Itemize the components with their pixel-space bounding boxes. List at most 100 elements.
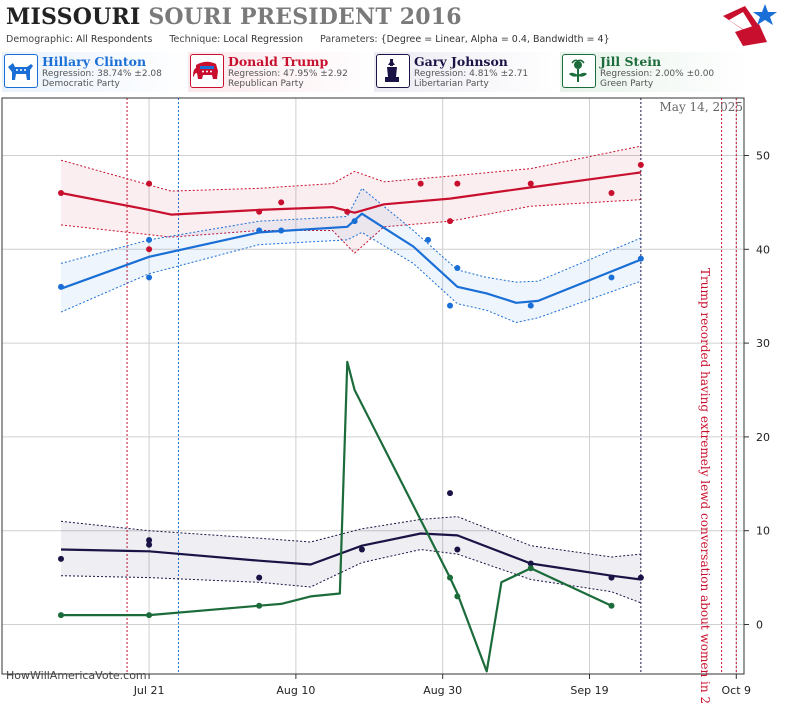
gary-johnson-poll-point <box>454 546 461 553</box>
candidate-party: Libertarian Party <box>414 79 489 89</box>
demographic-value: All Respondents <box>76 34 153 45</box>
x-tick-label: Aug 10 <box>276 684 315 697</box>
statue-of-liberty-icon <box>376 54 410 88</box>
flower-icon <box>562 54 596 88</box>
candidate-party: Republican Party <box>228 79 304 89</box>
donald-trump-poll-point <box>637 161 644 168</box>
y-tick-label: 10 <box>756 525 770 538</box>
jill-stein-trend-line <box>61 360 612 673</box>
donald-trump-poll-point <box>417 180 424 187</box>
donald-trump-poll-point <box>454 180 461 187</box>
donald-trump-poll-point <box>447 218 454 225</box>
parameters-line: Demographic: All Respondents Technique: Lo… <box>6 34 624 45</box>
jill-stein-poll-point <box>146 612 153 619</box>
site-logo-icon <box>723 4 777 46</box>
trend-lines <box>60 171 642 673</box>
jill-stein-poll-point <box>256 602 263 609</box>
gary-johnson-trend-line <box>60 532 642 581</box>
donald-trump-poll-point <box>146 180 153 187</box>
hillary-clinton-trend-line <box>60 212 642 304</box>
technique-value: Local Regression <box>223 34 303 45</box>
gary-johnson-band-upper <box>60 516 641 558</box>
donald-trump-band <box>61 146 641 254</box>
gary-johnson-poll-point <box>608 574 615 581</box>
jill-stein-poll-point <box>608 602 615 609</box>
y-tick-label: 40 <box>756 243 770 256</box>
candidate-card-stein[interactable]: Jill Stein Regression: 2.00% ±0.00 Green… <box>560 52 748 92</box>
donald-trump-poll-point <box>527 180 534 187</box>
candidate-regression: Regression: 47.95% ±2.92 <box>228 69 348 79</box>
candidate-card-clinton[interactable]: Hillary Clinton Regression: 38.74% ±2.08… <box>2 52 190 92</box>
donald-trump-poll-point <box>146 246 153 253</box>
elephant-icon <box>190 54 224 88</box>
title-state: MISSOURI <box>6 4 141 30</box>
hillary-clinton-band <box>61 188 641 323</box>
hillary-clinton-band-upper <box>60 187 642 283</box>
jill-stein-poll-point <box>527 565 534 572</box>
candidate-name: Jill Stein <box>600 54 662 69</box>
x-tick-label: Jul 21 <box>133 684 165 697</box>
technique-label: Technique: <box>169 34 221 45</box>
hillary-clinton-poll-point <box>454 265 461 272</box>
jill-stein-poll-point <box>454 593 461 600</box>
hillary-clinton-poll-point <box>351 218 358 225</box>
page-title: MISSOURI SOURI PRESIDENT 2016 <box>6 4 462 30</box>
donald-trump-poll-point <box>278 199 285 206</box>
poll-chart: 0 10 20 30 40 50 Jul 21 Aug 10 Aug 30 Sep 19 Oct 9… <box>1 97 770 704</box>
y-tick-label: 50 <box>756 150 770 163</box>
candidate-name: Hillary Clinton <box>42 54 147 69</box>
x-tick-label: Sep 19 <box>570 684 608 697</box>
candidate-party: Democratic Party <box>42 79 120 89</box>
candidate-regression: Regression: 4.81% ±2.71 <box>414 69 529 79</box>
gary-johnson-poll-point <box>527 560 534 567</box>
candidate-card-trump[interactable]: Donald Trump Regression: 47.95% ±2.92 Re… <box>188 52 376 92</box>
jill-stein-poll-point <box>58 612 64 619</box>
y-tick-label: 0 <box>756 619 763 632</box>
x-tick-label: Aug 30 <box>423 684 462 697</box>
date-label: May 14, 2025 <box>660 100 743 114</box>
gary-johnson-band <box>61 516 641 603</box>
x-tick-label: Oct 9 <box>722 684 752 697</box>
gary-johnson-poll-point <box>146 537 153 544</box>
hillary-clinton-poll-point <box>637 255 644 262</box>
donald-trump-trend-line <box>60 171 642 216</box>
gary-johnson-poll-point <box>58 555 64 562</box>
plot-frame <box>1 97 745 675</box>
hillary-clinton-poll-point <box>146 236 153 243</box>
y-tick-label: 30 <box>756 337 770 350</box>
hillary-clinton-band-lower <box>60 231 642 324</box>
hillary-clinton-poll-point <box>58 283 64 290</box>
candidate-regression: Regression: 38.74% ±2.08 <box>42 69 162 79</box>
gary-johnson-poll-point <box>637 574 644 581</box>
event-annotation: Trump recorded having extremely lewd con… <box>698 268 712 704</box>
hillary-clinton-poll-point <box>256 227 263 234</box>
donald-trump-band-lower <box>60 199 641 254</box>
candidate-card-johnson[interactable]: Gary Johnson Regression: 4.81% ±2.71 Lib… <box>374 52 562 92</box>
y-tick-label: 20 <box>756 431 770 444</box>
hillary-clinton-poll-point <box>278 227 285 234</box>
gary-johnson-poll-point <box>447 490 454 497</box>
hillary-clinton-poll-point <box>425 236 431 243</box>
confidence-bands <box>60 145 642 604</box>
donald-trump-poll-point <box>344 208 351 215</box>
gary-johnson-poll-point <box>256 574 263 581</box>
header: MISSOURI SOURI PRESIDENT 2016 Demographi… <box>0 0 789 96</box>
jill-stein-poll-point <box>447 574 454 581</box>
hillary-clinton-poll-point <box>608 274 615 281</box>
candidate-name: Donald Trump <box>228 54 329 69</box>
axes: 0 10 20 30 40 50 Jul 21 Aug 10 Aug 30 Sep 19 Oct 9 <box>1 97 770 697</box>
gary-johnson-band-lower <box>60 548 642 604</box>
donald-trump-band-upper <box>60 145 642 192</box>
gary-johnson-poll-point <box>358 546 365 553</box>
donald-trump-poll-point <box>58 190 64 197</box>
candidate-regression: Regression: 2.00% ±0.00 <box>600 69 715 79</box>
hillary-clinton-poll-point <box>527 302 534 309</box>
gary-johnson-poll-point <box>146 541 153 548</box>
parameters-label: Parameters: <box>320 34 378 45</box>
poll-points <box>58 161 644 619</box>
hillary-clinton-poll-point <box>146 274 153 281</box>
hillary-clinton-poll-point <box>447 302 454 309</box>
event-lines <box>126 98 737 674</box>
demographic-label: Demographic: <box>6 34 74 45</box>
candidate-party: Green Party <box>600 79 654 89</box>
